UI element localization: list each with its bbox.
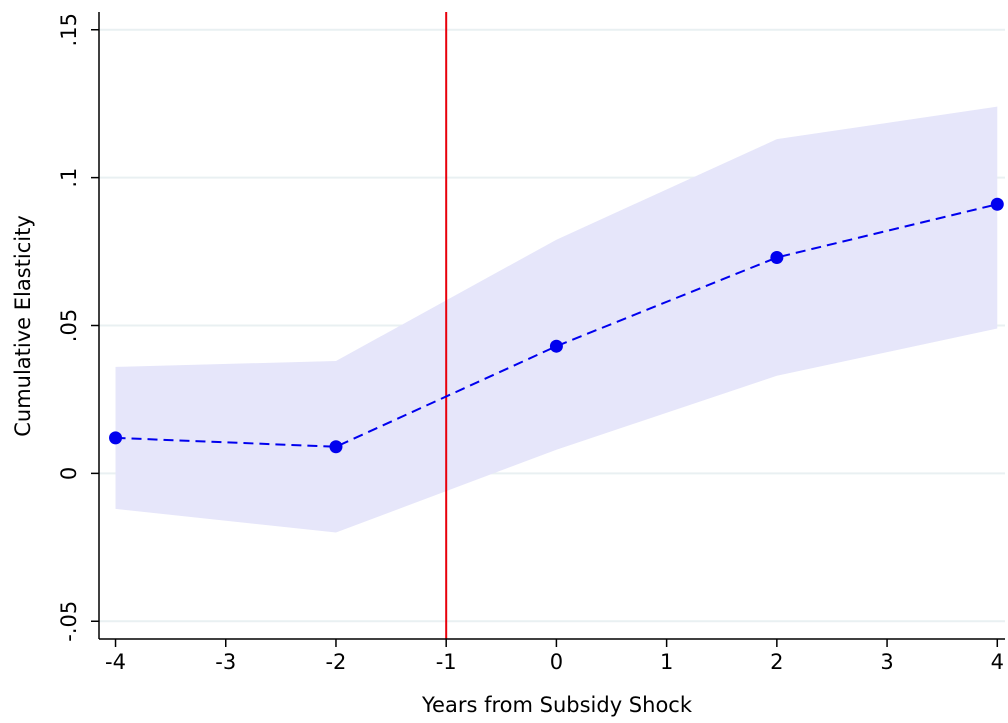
y-tick-label: .15 — [57, 13, 81, 46]
x-tick-label: -2 — [325, 650, 346, 674]
x-tick-label: -4 — [105, 650, 126, 674]
point — [329, 440, 343, 454]
x-tick-label: 0 — [550, 650, 563, 674]
x-tick-label: 4 — [991, 650, 1004, 674]
x-axis-title: Years from Subsidy Shock — [421, 693, 693, 717]
y-tick-label: .1 — [57, 168, 81, 188]
y-axis-title: Cumulative Elasticity — [11, 215, 35, 437]
x-tick-label: 3 — [880, 650, 893, 674]
x-tick-label: -3 — [215, 650, 236, 674]
x-tick-label: 2 — [770, 650, 783, 674]
point — [549, 339, 563, 353]
y-tick-label: .05 — [57, 309, 81, 342]
confidence-band — [115, 106, 998, 533]
x-tick-label: -1 — [436, 650, 457, 674]
point — [109, 431, 123, 445]
x-tick-label: 1 — [660, 650, 673, 674]
estimate-line — [115, 203, 998, 448]
point — [770, 250, 784, 264]
y-tick-label: 0 — [57, 467, 81, 480]
y-tick-label: -.05 — [57, 601, 81, 642]
point — [990, 197, 1004, 211]
